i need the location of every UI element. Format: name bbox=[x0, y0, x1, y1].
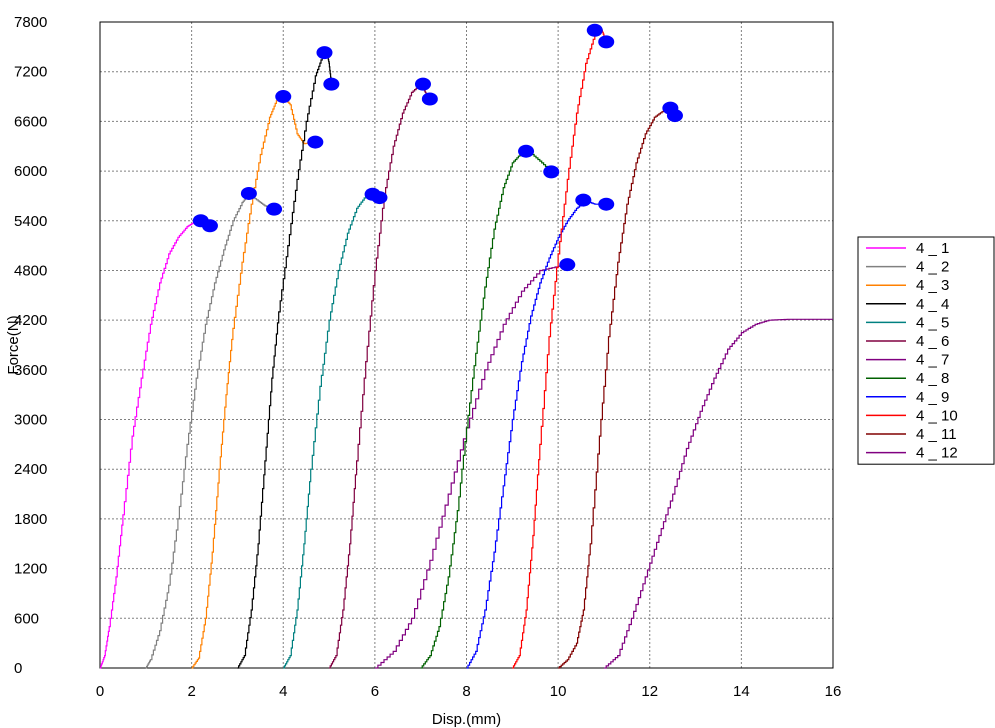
series-line-10 bbox=[512, 29, 607, 669]
x-tick-label: 16 bbox=[825, 683, 842, 700]
x-tick-label: 0 bbox=[96, 683, 104, 700]
series-line-3 bbox=[191, 95, 316, 669]
legend-label-12: 4 _ 12 bbox=[916, 445, 958, 462]
y-tick-label: 4800 bbox=[14, 262, 47, 279]
legend-label-4: 4 _ 4 bbox=[916, 296, 949, 313]
x-tick-label: 4 bbox=[279, 683, 287, 700]
series-layer bbox=[100, 29, 833, 669]
legend-label-6: 4 _ 6 bbox=[916, 333, 949, 350]
marker-point-11-2 bbox=[666, 109, 683, 123]
y-tick-label: 4200 bbox=[14, 312, 47, 329]
x-tick-label: 10 bbox=[550, 683, 567, 700]
y-axis-title: Force(N) bbox=[5, 315, 22, 374]
marker-point-10-1 bbox=[586, 23, 603, 37]
x-tick-label: 6 bbox=[371, 683, 379, 700]
x-tick-label: 2 bbox=[187, 683, 195, 700]
marker-point-2-1 bbox=[240, 186, 257, 200]
series-line-11 bbox=[558, 108, 676, 669]
marker-point-10-2 bbox=[598, 35, 615, 49]
series-line-6 bbox=[329, 83, 431, 669]
grid-lines bbox=[99, 21, 834, 669]
legend-label-1: 4 _ 1 bbox=[916, 240, 949, 257]
series-line-7 bbox=[374, 264, 568, 669]
y-tick-label: 6000 bbox=[14, 163, 47, 180]
marker-layer bbox=[192, 23, 683, 272]
legend-label-3: 4 _ 3 bbox=[916, 277, 949, 294]
marker-point-8-2 bbox=[543, 165, 560, 179]
x-tick-label: 14 bbox=[733, 683, 750, 700]
marker-point-5-2 bbox=[371, 191, 388, 205]
y-axis-ticks: 0 600 1200 1800 2400 3000 3600 4200 4800 5400 6000… bbox=[14, 14, 47, 677]
legend-label-7: 4 _ 7 bbox=[916, 352, 949, 369]
y-tick-label: 6600 bbox=[14, 113, 47, 130]
y-tick-label: 7200 bbox=[14, 64, 47, 81]
y-tick-label: 1200 bbox=[14, 561, 47, 578]
marker-point-6-2 bbox=[421, 92, 438, 106]
legend-label-8: 4 _ 8 bbox=[916, 370, 949, 387]
marker-point-4-1 bbox=[316, 46, 333, 60]
x-tick-label: 8 bbox=[462, 683, 470, 700]
marker-point-6-1 bbox=[414, 77, 431, 91]
legend-label-10: 4 _ 10 bbox=[916, 407, 958, 424]
marker-point-3-2 bbox=[307, 135, 324, 149]
marker-point-9-1 bbox=[575, 193, 592, 207]
marker-point-3-1 bbox=[275, 90, 292, 104]
legend-label-11: 4 _ 11 bbox=[916, 426, 957, 443]
marker-point-9-2 bbox=[598, 197, 615, 211]
series-line-2 bbox=[145, 193, 275, 669]
legend-label-9: 4 _ 9 bbox=[916, 389, 949, 406]
y-tick-label: 3000 bbox=[14, 412, 47, 429]
marker-point-8-1 bbox=[518, 144, 535, 158]
y-tick-label: 3600 bbox=[14, 362, 47, 379]
y-tick-label: 5400 bbox=[14, 213, 47, 230]
legend-label-2: 4 _ 2 bbox=[916, 259, 949, 276]
legend-box bbox=[857, 236, 995, 465]
marker-point-4-2 bbox=[323, 77, 340, 91]
y-tick-label: 2400 bbox=[14, 461, 47, 478]
legend-label-5: 4 _ 5 bbox=[916, 314, 949, 331]
marker-point-7-1 bbox=[559, 258, 576, 272]
marker-point-2-2 bbox=[266, 202, 283, 216]
y-tick-label: 7800 bbox=[14, 14, 47, 31]
series-line-12 bbox=[603, 318, 833, 669]
series-line-8 bbox=[420, 150, 552, 669]
x-axis-title: Disp.(mm) bbox=[432, 711, 501, 728]
series-line-1 bbox=[100, 220, 202, 669]
legend: 4 _ 1 4 _ 24 _ 3 4 _ 44 _ 5 4 _ 6 4 _ 74 _ 8… bbox=[857, 236, 995, 465]
y-tick-label: 0 bbox=[14, 660, 22, 677]
x-tick-label: 12 bbox=[641, 683, 658, 700]
series-line-9 bbox=[466, 200, 604, 669]
series-line-5 bbox=[283, 193, 381, 669]
marker-point-1-2 bbox=[201, 219, 218, 233]
x-axis-ticks: 0 2 4 6 8 10 12 14 16 bbox=[96, 683, 842, 700]
y-tick-label: 1800 bbox=[14, 511, 47, 528]
y-tick-label: 600 bbox=[14, 610, 39, 627]
